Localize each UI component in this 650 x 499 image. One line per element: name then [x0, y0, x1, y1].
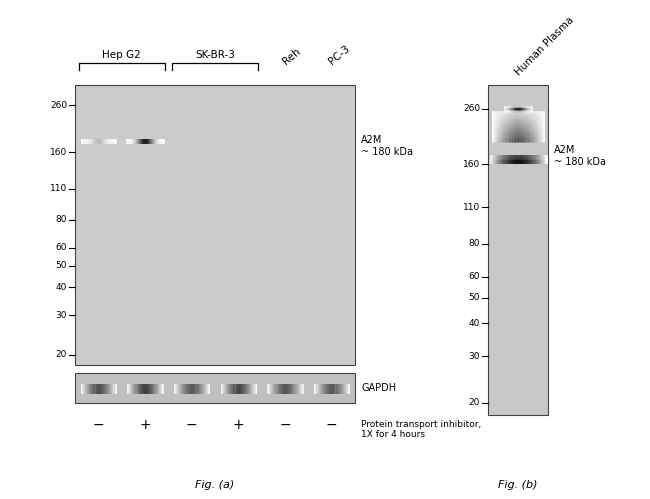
Text: −: − — [326, 418, 337, 432]
Text: 20: 20 — [56, 350, 67, 359]
Text: 60: 60 — [55, 244, 67, 252]
Text: 110: 110 — [50, 185, 67, 194]
Text: Fig. (a): Fig. (a) — [196, 480, 235, 490]
Text: +: + — [139, 418, 151, 432]
Text: 110: 110 — [463, 203, 480, 212]
Text: 20: 20 — [469, 398, 480, 407]
Bar — [75, 373, 355, 403]
Text: Reh: Reh — [281, 47, 302, 67]
Text: 160: 160 — [50, 148, 67, 157]
Text: −: − — [92, 418, 104, 432]
Text: 80: 80 — [469, 240, 480, 249]
Bar — [75, 85, 355, 365]
Text: Fig. (b): Fig. (b) — [499, 480, 538, 490]
Text: 40: 40 — [469, 319, 480, 328]
Text: 260: 260 — [50, 101, 67, 110]
Text: 50: 50 — [55, 261, 67, 270]
Text: −: − — [186, 418, 198, 432]
Text: 40: 40 — [56, 283, 67, 292]
Text: A2M
~ 180 kDa: A2M ~ 180 kDa — [361, 135, 413, 157]
Text: Protein transport inhibitor,
1X for 4 hours: Protein transport inhibitor, 1X for 4 ho… — [361, 420, 481, 440]
Text: 160: 160 — [463, 160, 480, 169]
Text: 260: 260 — [463, 104, 480, 113]
Text: 30: 30 — [55, 311, 67, 320]
Text: 80: 80 — [55, 216, 67, 225]
Text: GAPDH: GAPDH — [361, 383, 396, 393]
Text: A2M
~ 180 kDa: A2M ~ 180 kDa — [554, 145, 606, 167]
Text: SK-BR-3: SK-BR-3 — [195, 50, 235, 60]
Text: 30: 30 — [469, 352, 480, 361]
Text: 50: 50 — [469, 293, 480, 302]
Bar — [488, 85, 548, 415]
Text: 60: 60 — [469, 272, 480, 281]
Text: −: − — [280, 418, 291, 432]
Text: PC-3: PC-3 — [327, 44, 352, 67]
Text: Human Plasma: Human Plasma — [513, 14, 575, 77]
Text: Hep G2: Hep G2 — [102, 50, 141, 60]
Text: +: + — [233, 418, 244, 432]
